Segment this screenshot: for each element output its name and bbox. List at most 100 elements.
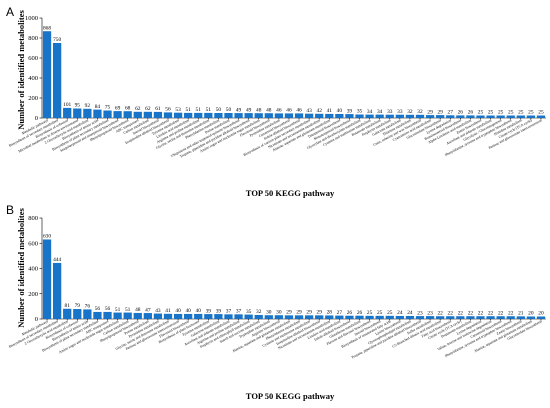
panel-b-data-label: 81 — [65, 303, 71, 309]
panel-a-bar — [335, 114, 344, 118]
panel-b-bar — [385, 315, 394, 319]
panel-b-bar — [264, 315, 273, 319]
panel-b-x-axis-label: TOP 50 KEGG pathway — [246, 391, 335, 401]
panel-a-data-label: 42 — [317, 108, 323, 114]
panel-b-data-label: 22 — [437, 310, 443, 316]
panel-b-bar — [355, 315, 364, 319]
panel-a-data-label: 48 — [266, 107, 272, 113]
panel-b-bar — [254, 314, 263, 319]
panel-b-data-label: 29 — [306, 310, 312, 316]
panel-b-bar — [425, 316, 435, 319]
panel-b-data-label: 32 — [256, 309, 262, 315]
panel-b-data-label: 27 — [337, 310, 343, 316]
panel-a-data-label: 69 — [115, 105, 121, 111]
panel-b-bar — [194, 313, 203, 319]
panel-a-data-label: 25 — [518, 110, 524, 116]
panel-b-data-label: 20 — [528, 311, 534, 317]
panel-b-bar — [143, 313, 152, 319]
panel-a-bar — [244, 113, 253, 118]
panel-a-y-tick-label: 400 — [28, 75, 38, 82]
panel-a-bar — [264, 113, 273, 118]
panel-a-bar — [224, 113, 233, 118]
panel-b-bar — [375, 315, 384, 319]
panel-b-bar — [304, 315, 314, 319]
panel-a-bar — [73, 108, 82, 118]
panel-b-bar — [325, 315, 334, 319]
panel-a-x-axis-label: TOP 50 KEGG pathway — [246, 188, 335, 198]
panel-a-y-tick-label: 200 — [28, 95, 38, 102]
panel-a-bar — [234, 113, 243, 118]
panel-b-data-label: 40 — [175, 308, 181, 314]
panel-a-data-label: 46 — [276, 108, 282, 114]
panel-b-bar — [496, 316, 505, 319]
panel-a-bar — [173, 112, 183, 118]
panel-b-bar — [204, 314, 213, 319]
panel-a-data-label: 33 — [397, 109, 403, 115]
panel-b-data-label: 29 — [296, 310, 302, 316]
panel-b-bar — [73, 309, 82, 319]
panel-b-y-tick-label: 600 — [28, 240, 38, 247]
panel-b-bar — [244, 314, 253, 319]
panel-a-bar — [143, 111, 152, 118]
panel-b-data-label: 39 — [216, 308, 222, 314]
panel-a-data-label: 75 — [105, 105, 111, 111]
panel-b-bar — [274, 315, 284, 319]
panel-a-bar — [133, 111, 142, 118]
panel-a-bar — [345, 114, 354, 118]
panel-b-data-label: 30 — [276, 309, 282, 315]
panel-b-data-label: 29 — [286, 310, 292, 316]
panel-b-data-label: 29 — [317, 310, 323, 316]
panel-a-data-label: 68 — [125, 105, 131, 111]
panel-a-data-label: 51 — [185, 107, 191, 113]
panel-b-data-label: 24 — [407, 310, 413, 316]
panel-b-data-label: 35 — [246, 309, 252, 315]
panel-b-data-label: 23 — [427, 310, 433, 316]
panel-a-bar — [456, 115, 465, 118]
panel-b-data-label: 37 — [226, 309, 232, 315]
panel-a-bar — [516, 115, 525, 118]
panel-b-y-axis-label: Number of identified metabolites — [16, 208, 26, 328]
panel-b-bar — [83, 309, 92, 319]
panel-b-bar — [365, 315, 374, 319]
panel-a-y-tick-label: 600 — [28, 55, 38, 62]
panel-a-bar — [425, 115, 435, 118]
panel-b-data-label: 25 — [367, 310, 373, 316]
panel-a-data-label: 40 — [337, 108, 343, 114]
panel-a-bar — [184, 112, 193, 118]
panel-a-bar — [123, 111, 132, 118]
panel-b-bar — [42, 239, 52, 319]
panel-a-data-label: 41 — [327, 108, 333, 114]
panel-a-data-label: 32 — [417, 109, 423, 115]
panel-b-bar — [163, 313, 173, 319]
panel-a-bar — [466, 115, 475, 118]
panel-a-bar — [204, 112, 213, 118]
panel-b-bar — [536, 316, 546, 319]
panel-a-data-label: 84 — [95, 104, 101, 110]
panel-b-bar — [214, 314, 223, 319]
panel-b-data-label: 25 — [387, 310, 393, 316]
panel-b-data-label: 22 — [488, 310, 494, 316]
panel-a-data-label: 35 — [357, 109, 363, 115]
panel-a-y-tick-label: 800 — [28, 35, 38, 42]
panel-a-bar — [254, 113, 263, 118]
panel-a-data-label: 51 — [206, 107, 212, 113]
panel-b-bar — [405, 315, 415, 319]
panel-a-bar — [153, 111, 163, 118]
panel-a-data-label: 92 — [85, 103, 91, 109]
panel-a-data-label: 95 — [75, 103, 81, 109]
panel-b-data-label: 79 — [75, 303, 81, 309]
panel-a-bar — [536, 115, 546, 118]
panel-b-bar — [103, 311, 112, 319]
panel-a-data-label: 61 — [155, 106, 161, 112]
panel-b-data-label: 630 — [43, 234, 51, 240]
panel-b-bar — [335, 315, 344, 319]
panel-a-bar — [436, 115, 445, 118]
panel-b-bar — [315, 315, 324, 319]
panel-a-bar — [103, 110, 112, 118]
panel-b-bar — [294, 315, 304, 319]
panel-b-bar — [415, 316, 425, 319]
panel-b-bar — [113, 312, 122, 319]
panel-a-data-label: 26 — [458, 110, 464, 116]
panel-a-data-label: 62 — [145, 106, 151, 112]
